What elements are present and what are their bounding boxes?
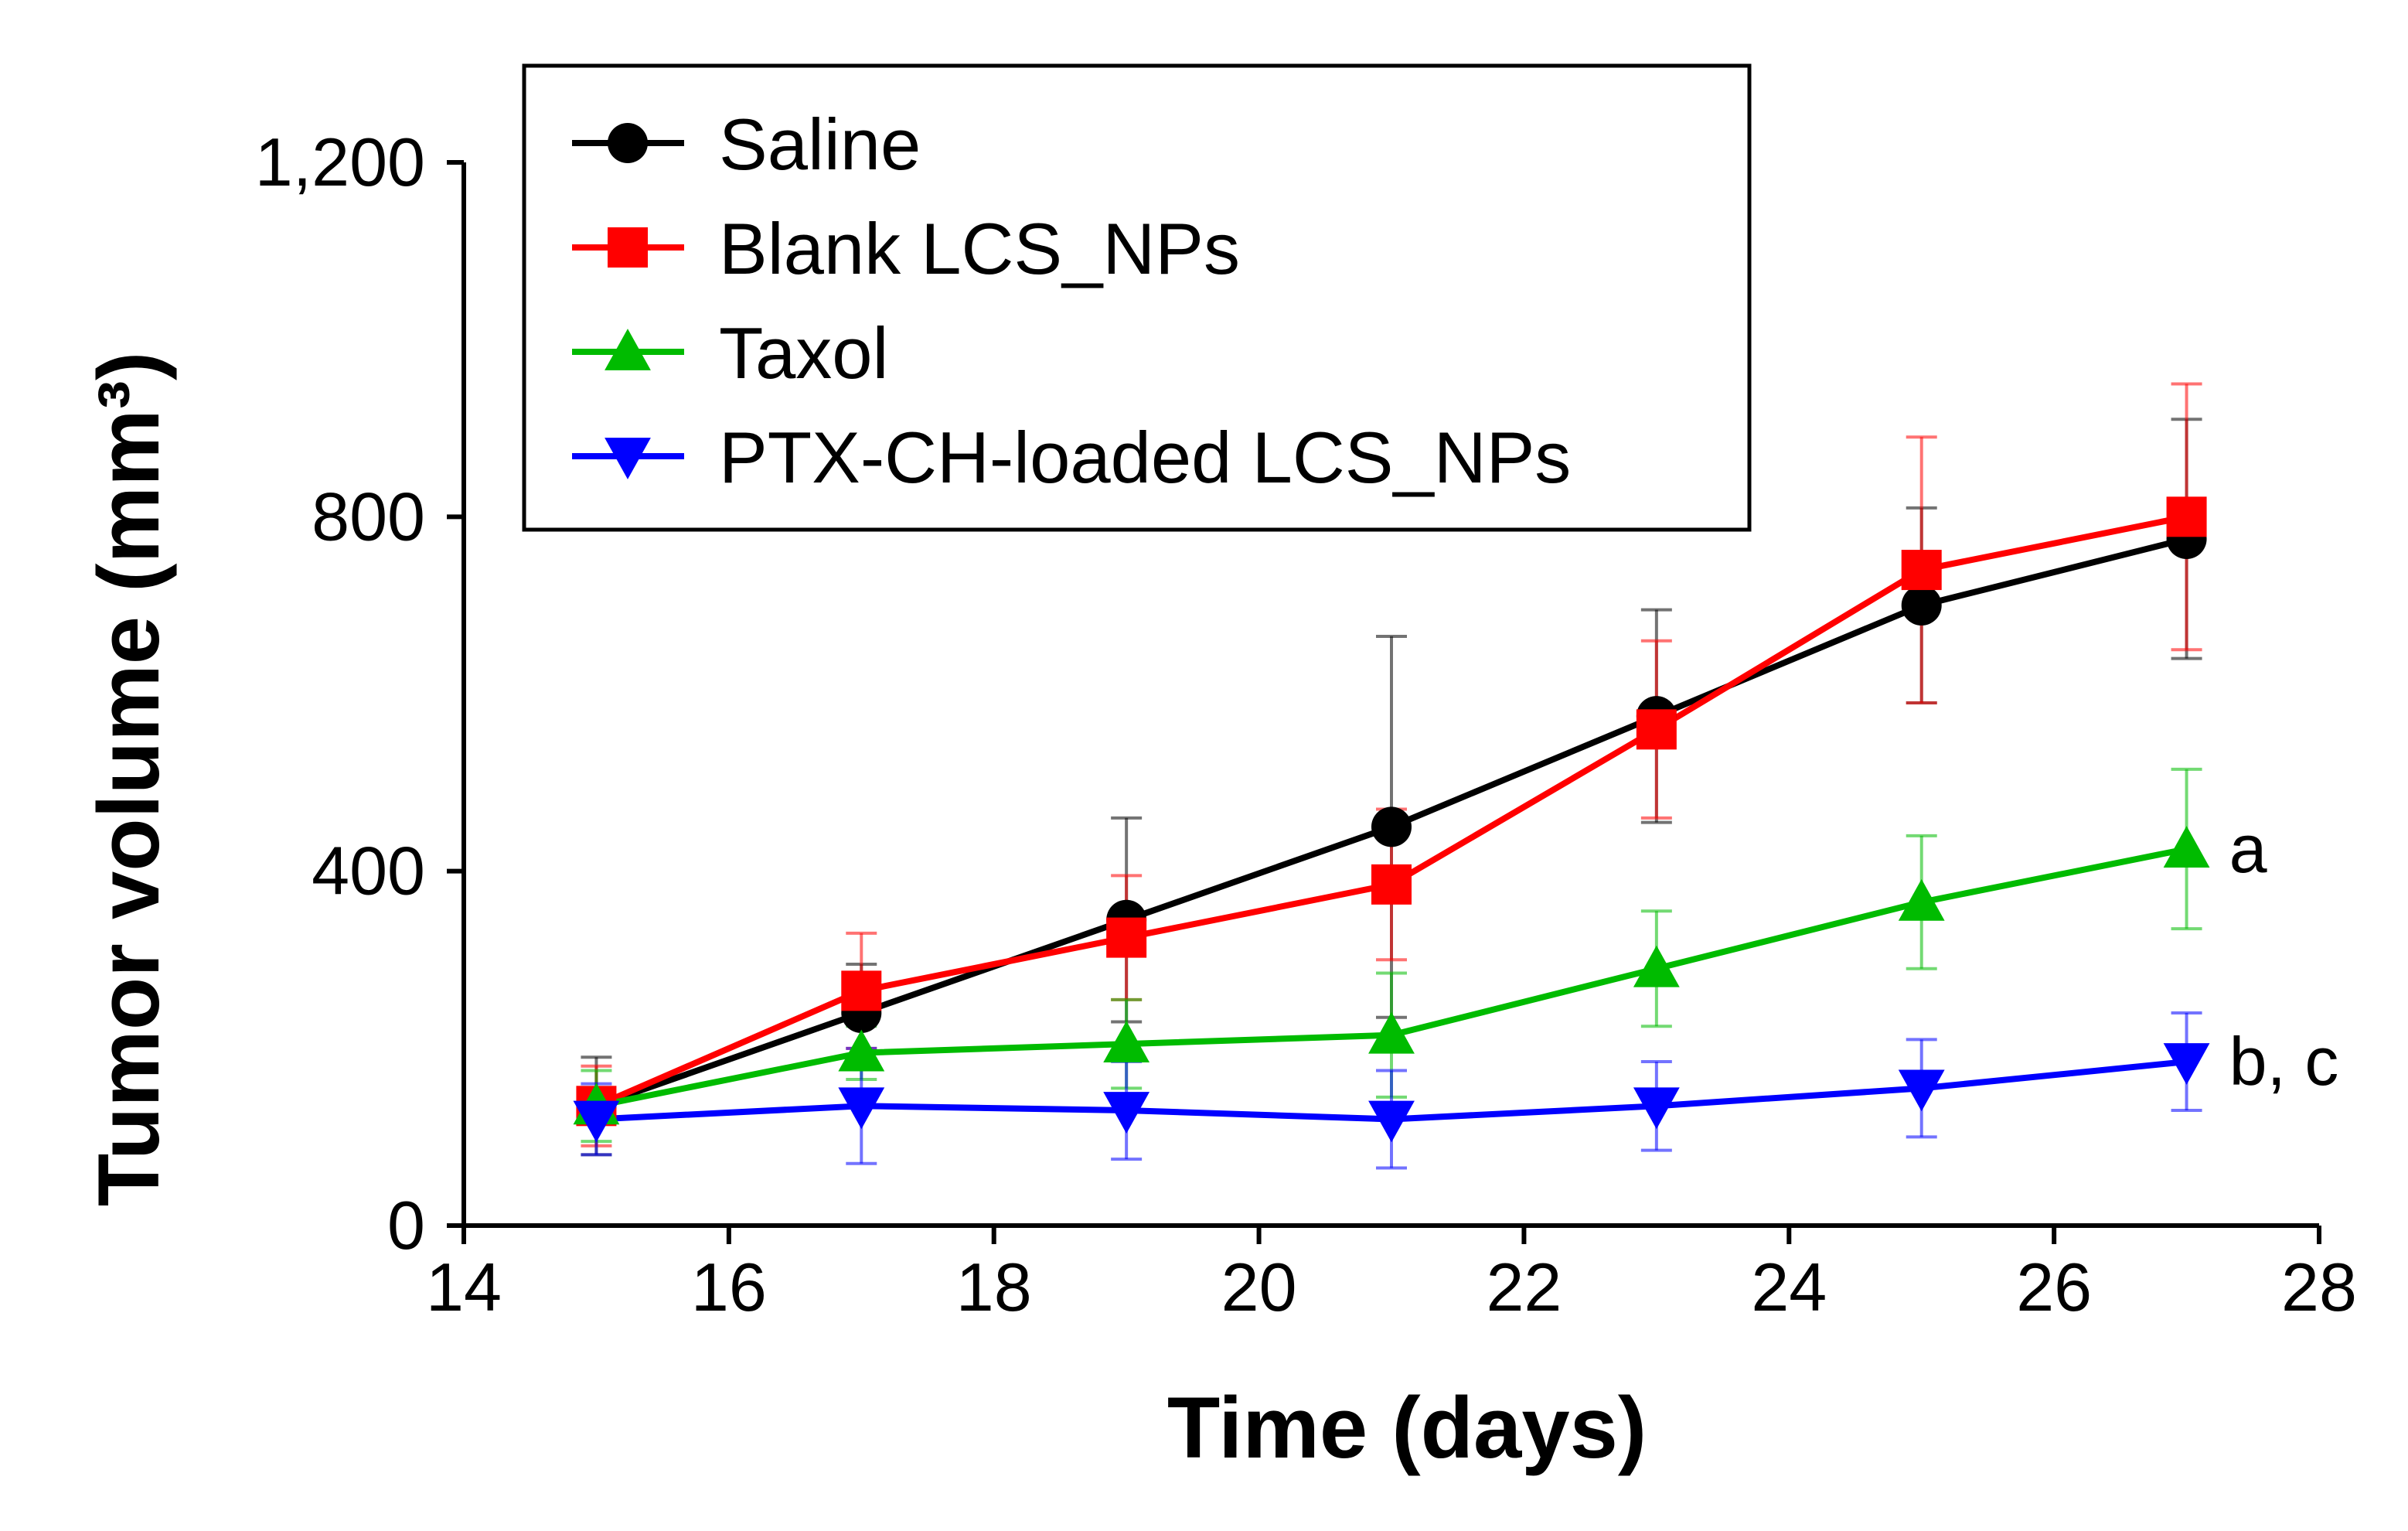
data-point-ptx-ch-loaded-lcs-nps xyxy=(1898,1069,1945,1112)
data-point-taxol xyxy=(1898,878,1945,921)
legend-marker-taxol xyxy=(605,329,651,370)
data-point-saline xyxy=(1371,806,1412,847)
data-point-blank-lcs-nps xyxy=(1371,864,1412,905)
data-point-blank-lcs-nps xyxy=(2166,496,2207,537)
legend: Saline Blank LCS_NPs Taxol PTX-CH-loaded LC… xyxy=(522,63,1752,532)
y-tick-label: 0 xyxy=(387,1187,425,1263)
legend-marker-ptx-ch-loaded-lcs-nps xyxy=(605,438,651,479)
x-tick-label: 22 xyxy=(1486,1249,1562,1325)
x-tick-label: 28 xyxy=(2281,1249,2357,1325)
data-point-saline xyxy=(1901,585,1942,626)
x-tick-label: 20 xyxy=(1221,1249,1297,1325)
data-point-ptx-ch-loaded-lcs-nps xyxy=(1633,1087,1680,1130)
legend-label-ptx-ch-loaded-lcs-nps: PTX-CH-loaded LCS_NPs xyxy=(719,417,1571,498)
data-point-ptx-ch-loaded-lcs-nps xyxy=(1368,1100,1415,1143)
x-axis-label: Time (days) xyxy=(1167,1379,1647,1476)
y-axis-label: Tumor volume (mm³) xyxy=(80,352,177,1207)
axes xyxy=(447,162,2319,1228)
legend-label-blank-lcs-nps: Blank LCS_NPs xyxy=(719,208,1240,289)
data-point-taxol xyxy=(2163,826,2210,868)
annotation-label: b, c xyxy=(2229,1023,2339,1100)
legend-label-saline: Saline xyxy=(719,104,921,185)
ticks: 14 16 18 20 22 24 26 28 0 400 800 1,200 xyxy=(255,124,2357,1325)
data-point-blank-lcs-nps xyxy=(1636,709,1677,750)
legend-marker-blank-lcs-nps xyxy=(608,227,648,268)
series-markers xyxy=(573,496,2210,1143)
x-tick-label: 16 xyxy=(691,1249,767,1325)
legend-label-taxol: Taxol xyxy=(719,312,888,394)
y-tick-label: 1,200 xyxy=(255,124,425,200)
data-point-taxol xyxy=(838,1029,885,1072)
data-point-taxol xyxy=(1103,1021,1150,1063)
x-tick-label: 26 xyxy=(2016,1249,2092,1325)
data-point-ptx-ch-loaded-lcs-nps xyxy=(1103,1092,1150,1134)
annotations: a b, c xyxy=(2229,810,2339,1100)
annotation-label: a xyxy=(2229,810,2267,887)
legend-marker-saline xyxy=(608,123,648,163)
data-point-blank-lcs-nps xyxy=(841,970,882,1011)
data-point-blank-lcs-nps xyxy=(1106,917,1147,958)
data-point-taxol xyxy=(1368,1011,1415,1054)
y-tick-label: 400 xyxy=(312,833,425,909)
data-point-taxol xyxy=(1633,945,1680,987)
data-point-ptx-ch-loaded-lcs-nps xyxy=(2163,1043,2210,1085)
x-tick-label: 24 xyxy=(1751,1249,1827,1325)
data-point-blank-lcs-nps xyxy=(1901,550,1942,591)
data-point-ptx-ch-loaded-lcs-nps xyxy=(838,1087,885,1130)
x-tick-label: 18 xyxy=(956,1249,1032,1325)
legend-box xyxy=(522,63,1752,532)
y-tick-label: 800 xyxy=(312,478,425,554)
x-tick-label: 14 xyxy=(426,1249,502,1325)
data-point-ptx-ch-loaded-lcs-nps xyxy=(573,1100,620,1143)
